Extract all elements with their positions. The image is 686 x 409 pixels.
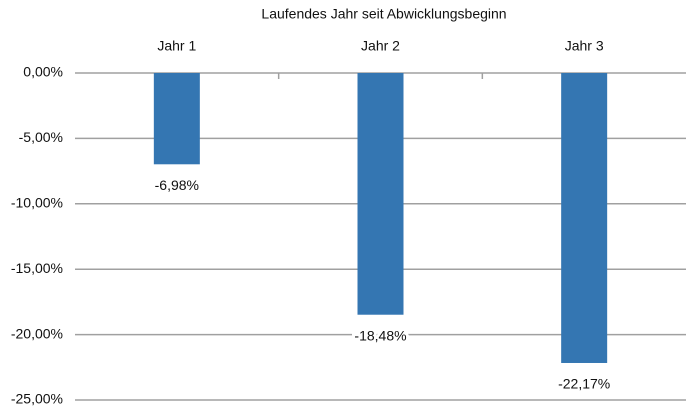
y-tick-label: -10,00%: [11, 195, 63, 211]
y-tick-label: -15,00%: [11, 260, 63, 276]
x-tick-label: Jahr 1: [157, 38, 196, 54]
bar: [561, 73, 608, 363]
bar: [153, 73, 200, 165]
y-tick-label: 0,00%: [23, 64, 63, 80]
x-tick-label: Jahr 2: [361, 38, 400, 54]
y-tick-label: -20,00%: [11, 325, 63, 341]
bar: [357, 73, 404, 315]
value-label: -6,98%: [155, 177, 199, 193]
value-label: -18,48%: [354, 327, 406, 343]
x-tick-label: Jahr 3: [565, 38, 604, 54]
axis-title: Laufendes Jahr seit Abwicklungsbeginn: [261, 6, 506, 22]
y-tick-label: -5,00%: [19, 129, 63, 145]
y-tick-label: -25,00%: [11, 391, 63, 407]
value-label: -22,17%: [558, 376, 610, 392]
